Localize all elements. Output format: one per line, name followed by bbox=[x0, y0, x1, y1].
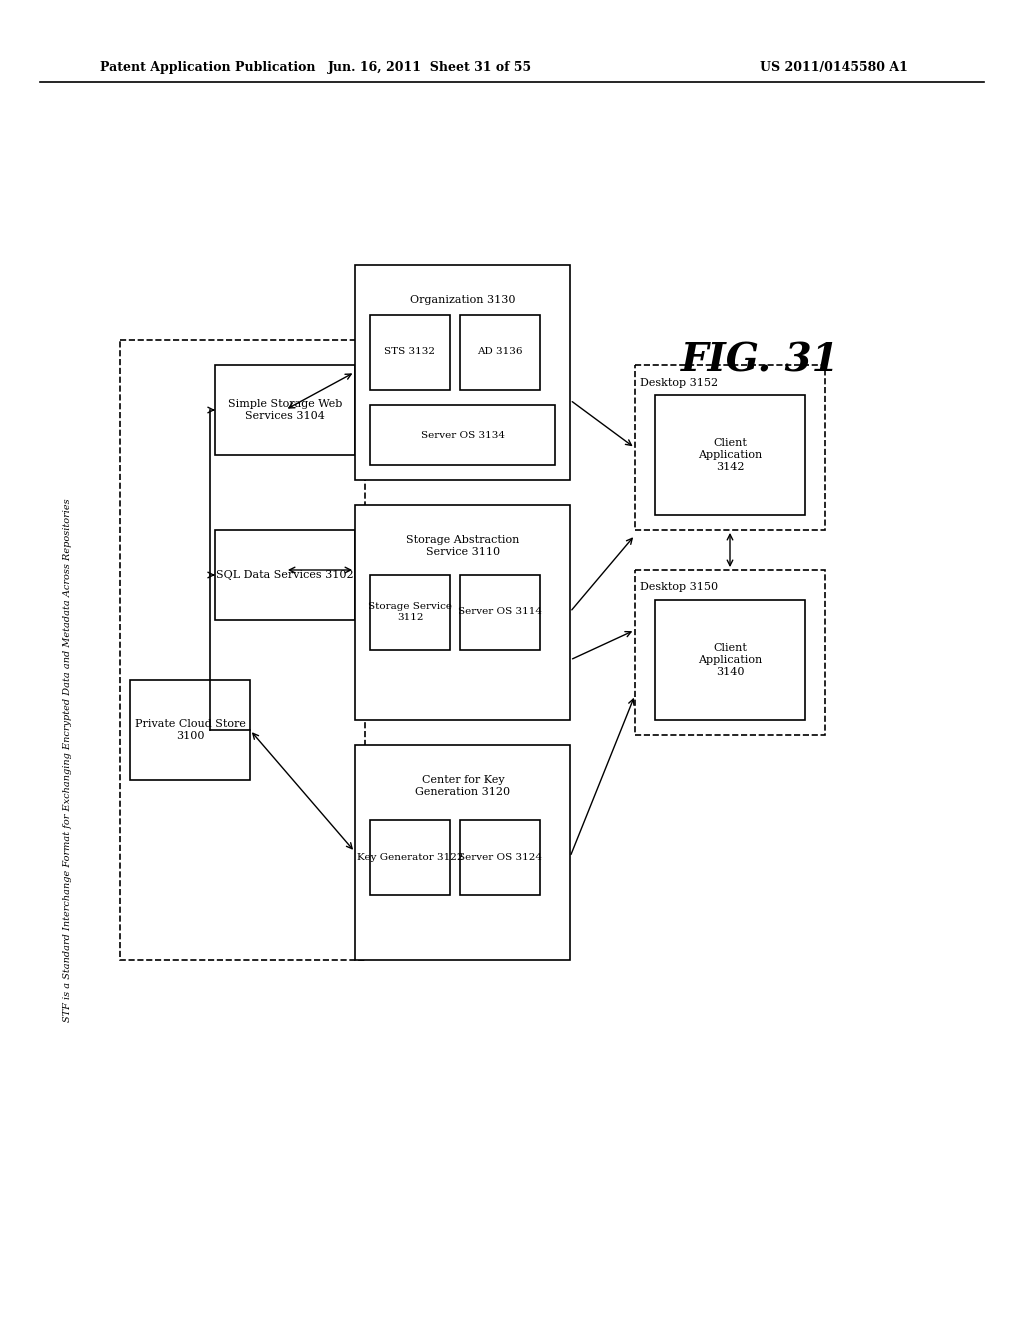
Text: Jun. 16, 2011  Sheet 31 of 55: Jun. 16, 2011 Sheet 31 of 55 bbox=[328, 62, 532, 74]
Text: Key Generator 3122: Key Generator 3122 bbox=[356, 853, 463, 862]
Bar bbox=[130, 680, 250, 780]
Text: Client
Application
3140: Client Application 3140 bbox=[698, 643, 762, 677]
Bar bbox=[370, 576, 450, 649]
Text: US 2011/0145580 A1: US 2011/0145580 A1 bbox=[760, 62, 908, 74]
Bar bbox=[215, 366, 355, 455]
Text: FIG. 31: FIG. 31 bbox=[681, 341, 840, 379]
Bar bbox=[655, 395, 805, 515]
Text: Simple Storage Web
Services 3104: Simple Storage Web Services 3104 bbox=[227, 399, 342, 421]
Bar bbox=[635, 570, 825, 735]
Bar bbox=[355, 744, 570, 960]
Text: Server OS 3134: Server OS 3134 bbox=[421, 430, 505, 440]
Text: STF is a Standard Interchange Format for Exchanging Encrypted Data and Metadata : STF is a Standard Interchange Format for… bbox=[63, 498, 73, 1022]
Text: Desktop 3150: Desktop 3150 bbox=[640, 582, 718, 591]
Text: Server OS 3124: Server OS 3124 bbox=[458, 853, 542, 862]
Text: Patent Application Publication: Patent Application Publication bbox=[100, 62, 315, 74]
Text: Server OS 3114: Server OS 3114 bbox=[458, 607, 542, 616]
Bar bbox=[460, 820, 540, 895]
Bar bbox=[370, 405, 555, 465]
Bar bbox=[635, 366, 825, 531]
Text: Client
Application
3142: Client Application 3142 bbox=[698, 438, 762, 471]
Text: Desktop 3152: Desktop 3152 bbox=[640, 378, 718, 388]
Bar bbox=[215, 531, 355, 620]
Bar bbox=[355, 506, 570, 719]
Text: Private Cloud Store
3100: Private Cloud Store 3100 bbox=[134, 719, 246, 741]
Bar bbox=[460, 315, 540, 389]
Text: Organization 3130: Organization 3130 bbox=[411, 294, 516, 305]
Bar bbox=[120, 341, 365, 960]
Bar bbox=[655, 601, 805, 719]
Bar bbox=[370, 315, 450, 389]
Text: AD 3136: AD 3136 bbox=[477, 347, 522, 356]
Text: SQL Data Services 3102: SQL Data Services 3102 bbox=[216, 570, 354, 579]
Bar bbox=[460, 576, 540, 649]
Bar bbox=[370, 820, 450, 895]
Text: Storage Service
3112: Storage Service 3112 bbox=[368, 602, 452, 622]
Text: STS 3132: STS 3132 bbox=[384, 347, 435, 356]
Text: Center for Key
Generation 3120: Center for Key Generation 3120 bbox=[416, 775, 511, 796]
Text: Storage Abstraction
Service 3110: Storage Abstraction Service 3110 bbox=[407, 535, 520, 557]
Bar bbox=[355, 265, 570, 480]
